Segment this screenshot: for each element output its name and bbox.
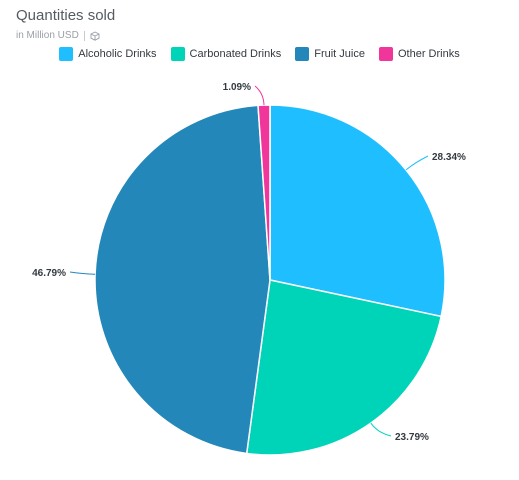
chart-legend: Alcoholic Drinks Carbonated Drinks Fruit…	[0, 47, 519, 61]
leader-line-other-drinks	[254, 85, 265, 106]
legend-swatch	[378, 47, 393, 61]
data-label-carbonated-drinks: 23.79%	[395, 432, 429, 443]
pie-slice-alcoholic-drinks[interactable]	[269, 104, 446, 318]
legend-swatch	[170, 47, 185, 61]
chart-title: Quantities sold	[16, 7, 116, 24]
subtitle-divider	[83, 30, 85, 41]
legend-label: Alcoholic Drinks	[78, 48, 157, 60]
leader-line-alcoholic-drinks	[405, 155, 429, 171]
legend-label: Fruit Juice	[314, 48, 365, 60]
legend-item-alcoholic-drinks[interactable]: Alcoholic Drinks	[59, 47, 157, 61]
data-label-fruit-juice: 46.79%	[32, 268, 66, 279]
data-label-alcoholic-drinks: 28.34%	[432, 152, 466, 163]
legend-label: Other Drinks	[397, 48, 460, 60]
leader-line-fruit-juice	[69, 271, 96, 275]
pie-slice-fruit-juice[interactable]	[94, 104, 271, 455]
cube-icon[interactable]	[90, 30, 100, 41]
legend-swatch	[295, 47, 310, 61]
legend-label: Carbonated Drinks	[189, 48, 282, 60]
legend-item-carbonated-drinks[interactable]: Carbonated Drinks	[170, 47, 282, 61]
legend-item-fruit-juice[interactable]: Fruit Juice	[295, 47, 365, 61]
legend-swatch	[59, 47, 74, 61]
chart-subtitle: in Million USD	[16, 30, 100, 41]
chart-subtitle-text: in Million USD	[16, 30, 79, 41]
data-label-other-drinks: 1.09%	[223, 82, 251, 93]
leader-line-carbonated-drinks	[370, 422, 392, 437]
legend-item-other-drinks[interactable]: Other Drinks	[378, 47, 460, 61]
